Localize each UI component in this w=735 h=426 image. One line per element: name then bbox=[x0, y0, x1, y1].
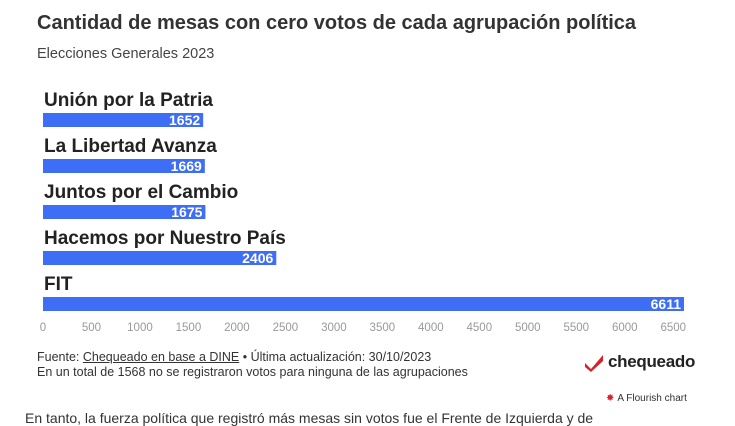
x-tick-label: 4500 bbox=[467, 322, 493, 334]
x-tick-label: 2000 bbox=[224, 322, 250, 334]
bar[interactable] bbox=[43, 113, 204, 127]
chart-footer: Fuente: Chequeado en base a DINE • Últim… bbox=[37, 350, 468, 380]
category-label: FIT bbox=[44, 274, 73, 295]
x-tick-label: 2500 bbox=[273, 322, 299, 334]
x-tick-label: 500 bbox=[82, 322, 101, 334]
x-tick-label: 6500 bbox=[660, 322, 686, 334]
x-tick-label: 6000 bbox=[612, 322, 638, 334]
category-label: La Libertad Avanza bbox=[44, 136, 217, 157]
value-label: 1652 bbox=[169, 112, 200, 128]
x-tick-label: 3500 bbox=[370, 322, 396, 334]
bar[interactable] bbox=[43, 251, 277, 265]
x-tick-label: 4000 bbox=[418, 322, 444, 334]
chart-subtitle: Elecciones Generales 2023 bbox=[37, 46, 215, 62]
x-tick-label: 1500 bbox=[176, 322, 202, 334]
flourish-label: A Flourish chart bbox=[617, 393, 687, 404]
x-tick-label: 5000 bbox=[515, 322, 541, 334]
category-label: Unión por la Patria bbox=[44, 90, 213, 111]
flourish-credit[interactable]: ✸ A Flourish chart bbox=[606, 393, 687, 404]
article-text-cutoff: En tanto, la fuerza política que registr… bbox=[25, 410, 594, 426]
bar[interactable] bbox=[43, 205, 206, 219]
x-tick-label: 3000 bbox=[321, 322, 347, 334]
source-prefix: Fuente: bbox=[37, 350, 83, 364]
chart-title: Cantidad de mesas con cero votos de cada… bbox=[37, 12, 637, 34]
x-tick-label: 1000 bbox=[127, 322, 153, 334]
value-label: 2406 bbox=[242, 250, 273, 266]
footer-note: En un total de 1568 no se registraron vo… bbox=[37, 365, 468, 379]
x-tick-label: 5500 bbox=[563, 322, 589, 334]
x-tick-label: 0 bbox=[40, 322, 46, 334]
value-label: 1669 bbox=[171, 158, 202, 174]
chequeado-wordmark: chequeado bbox=[608, 352, 696, 371]
flourish-icon: ✸ bbox=[606, 393, 615, 404]
update-date: • Última actualización: 30/10/2023 bbox=[239, 350, 432, 364]
value-label: 1675 bbox=[171, 204, 202, 220]
category-label: Juntos por el Cambio bbox=[44, 182, 238, 203]
source-line: Fuente: Chequeado en base a DINE • Últim… bbox=[37, 350, 468, 365]
chequeado-logo[interactable]: chequeado bbox=[583, 352, 695, 372]
bar[interactable] bbox=[43, 297, 684, 311]
category-label: Hacemos por Nuestro País bbox=[44, 228, 286, 249]
chequeado-mark-icon bbox=[585, 355, 603, 372]
bar[interactable] bbox=[43, 159, 205, 173]
source-link[interactable]: Chequeado en base a DINE bbox=[82, 350, 240, 364]
value-label: 6611 bbox=[651, 296, 682, 312]
